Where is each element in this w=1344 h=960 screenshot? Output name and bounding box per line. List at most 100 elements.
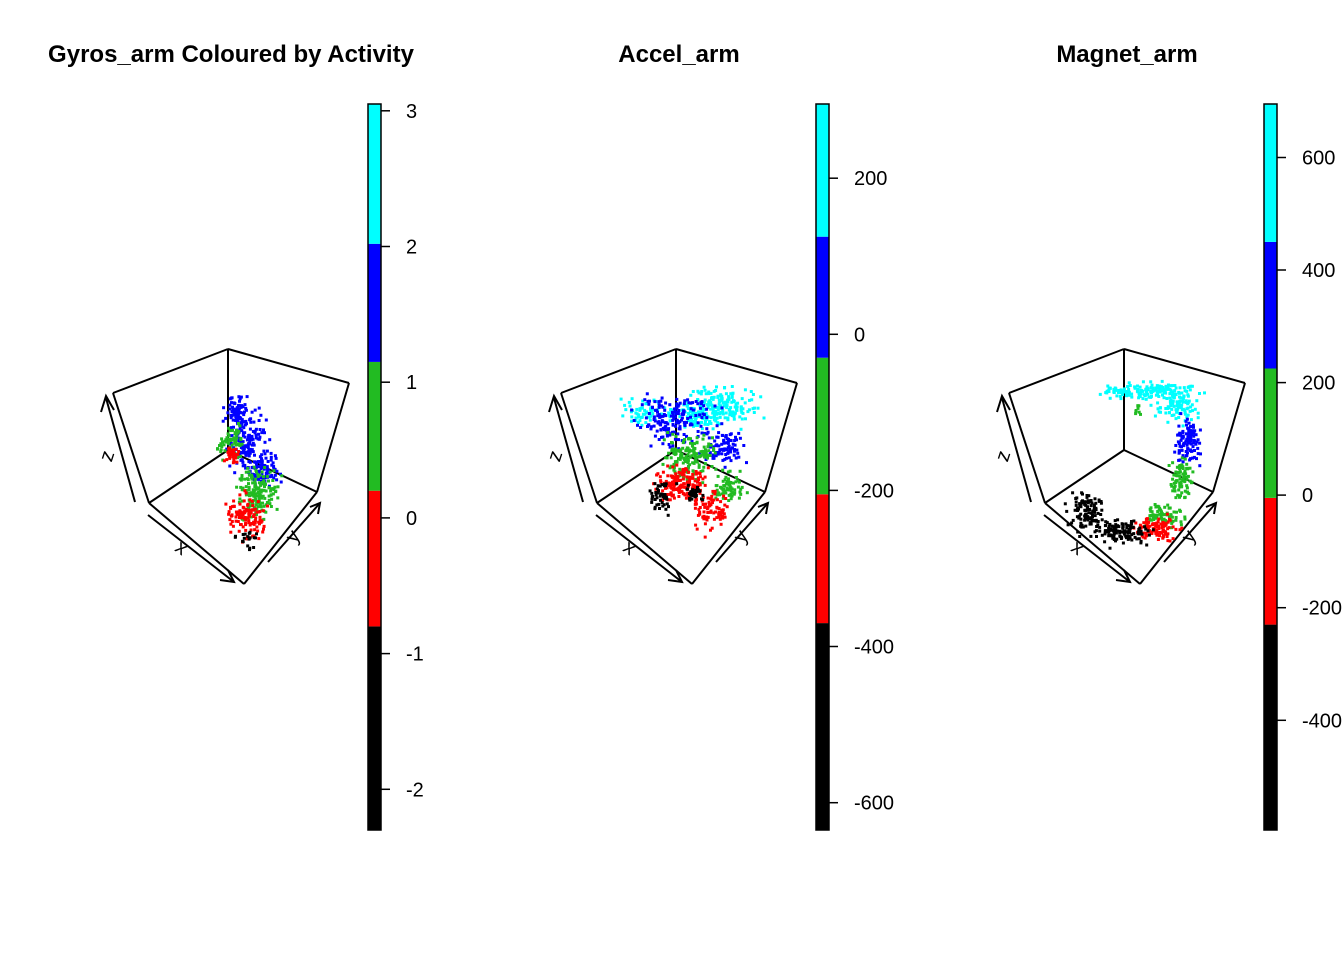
data-point: [674, 472, 678, 476]
data-point: [1189, 439, 1193, 443]
data-point: [689, 449, 693, 453]
data-point: [686, 453, 690, 457]
data-point: [248, 441, 252, 445]
data-point: [1180, 408, 1184, 412]
data-point: [1136, 532, 1140, 536]
data-point: [722, 484, 726, 488]
data-point: [726, 439, 730, 443]
data-point: [656, 410, 659, 414]
data-point: [716, 452, 720, 456]
data-point: [729, 439, 733, 442]
data-point: [721, 508, 725, 512]
data-point: [262, 428, 265, 432]
data-point: [220, 437, 224, 441]
data-point: [259, 483, 263, 487]
data-point: [730, 494, 734, 498]
data-point: [672, 485, 676, 489]
data-point: [657, 420, 661, 424]
data-point: [719, 500, 723, 504]
data-point: [712, 395, 716, 399]
data-point: [229, 530, 233, 534]
data-point: [691, 406, 695, 410]
data-point: [683, 424, 687, 427]
data-point: [661, 470, 665, 474]
colorbar-frame: [815, 103, 830, 831]
data-point: [1168, 392, 1172, 396]
data-point: [703, 416, 707, 419]
data-point: [1079, 524, 1083, 528]
data-point: [640, 415, 644, 419]
data-point: [1127, 387, 1131, 391]
data-point: [664, 484, 667, 488]
data-point: [708, 502, 711, 506]
data-point: [1181, 397, 1185, 401]
data-point: [1191, 456, 1195, 460]
data-point: [225, 458, 229, 462]
data-point: [1178, 495, 1181, 499]
data-point: [740, 410, 744, 414]
data-point: [1187, 438, 1190, 442]
data-point: [1179, 494, 1182, 498]
data-point: [235, 428, 238, 432]
data-point: [239, 454, 242, 458]
data-point: [244, 523, 248, 527]
data-point: [686, 483, 690, 487]
data-point: [1165, 397, 1169, 400]
data-point: [694, 411, 697, 415]
data-point: [1099, 500, 1103, 503]
data-point: [737, 431, 741, 435]
colorbar-segment: [1264, 498, 1277, 625]
data-point: [655, 408, 658, 412]
data-point: [668, 466, 672, 470]
data-point: [1187, 492, 1191, 496]
data-point: [682, 482, 686, 486]
colorbar-frame: [1263, 103, 1278, 831]
data-point: [273, 454, 277, 458]
data-point: [229, 453, 233, 457]
data-point: [237, 443, 241, 446]
data-point: [1174, 518, 1178, 522]
data-point: [1169, 513, 1173, 517]
data-point: [253, 408, 257, 412]
data-point: [1156, 538, 1160, 541]
colorbar-segment: [1264, 624, 1277, 830]
data-point: [227, 433, 231, 437]
data-point: [707, 390, 711, 394]
data-point: [1098, 529, 1102, 533]
data-point: [1179, 523, 1183, 527]
data-point: [711, 397, 715, 401]
data-point: [725, 406, 729, 410]
data-point: [1079, 517, 1083, 521]
data-point: [1122, 387, 1126, 391]
data-point: [1184, 419, 1188, 423]
colorbar-tick-label: -2: [406, 779, 424, 801]
data-point: [751, 393, 755, 396]
colorbar-segment: [368, 104, 381, 244]
data-point: [1133, 535, 1137, 539]
data-point: [234, 510, 238, 514]
data-point: [242, 446, 246, 450]
data-point: [734, 456, 738, 460]
data-point: [664, 479, 668, 483]
data-point: [1095, 535, 1098, 538]
data-point: [681, 446, 685, 450]
data-point: [268, 502, 272, 506]
data-point: [689, 393, 693, 397]
data-point: [678, 474, 682, 478]
data-point: [659, 479, 663, 483]
data-point: [234, 414, 238, 418]
data-point: [264, 510, 268, 514]
data-point: [236, 456, 239, 460]
data-point: [1158, 534, 1162, 538]
data-point: [721, 468, 725, 472]
box-edge: [764, 382, 798, 493]
data-point: [706, 445, 710, 449]
data-point: [1175, 465, 1179, 469]
data-point: [695, 460, 699, 464]
data-point: [1071, 491, 1075, 495]
data-point: [234, 454, 238, 458]
data-point: [678, 488, 682, 492]
data-point: [1146, 529, 1150, 533]
data-point: [707, 436, 711, 440]
